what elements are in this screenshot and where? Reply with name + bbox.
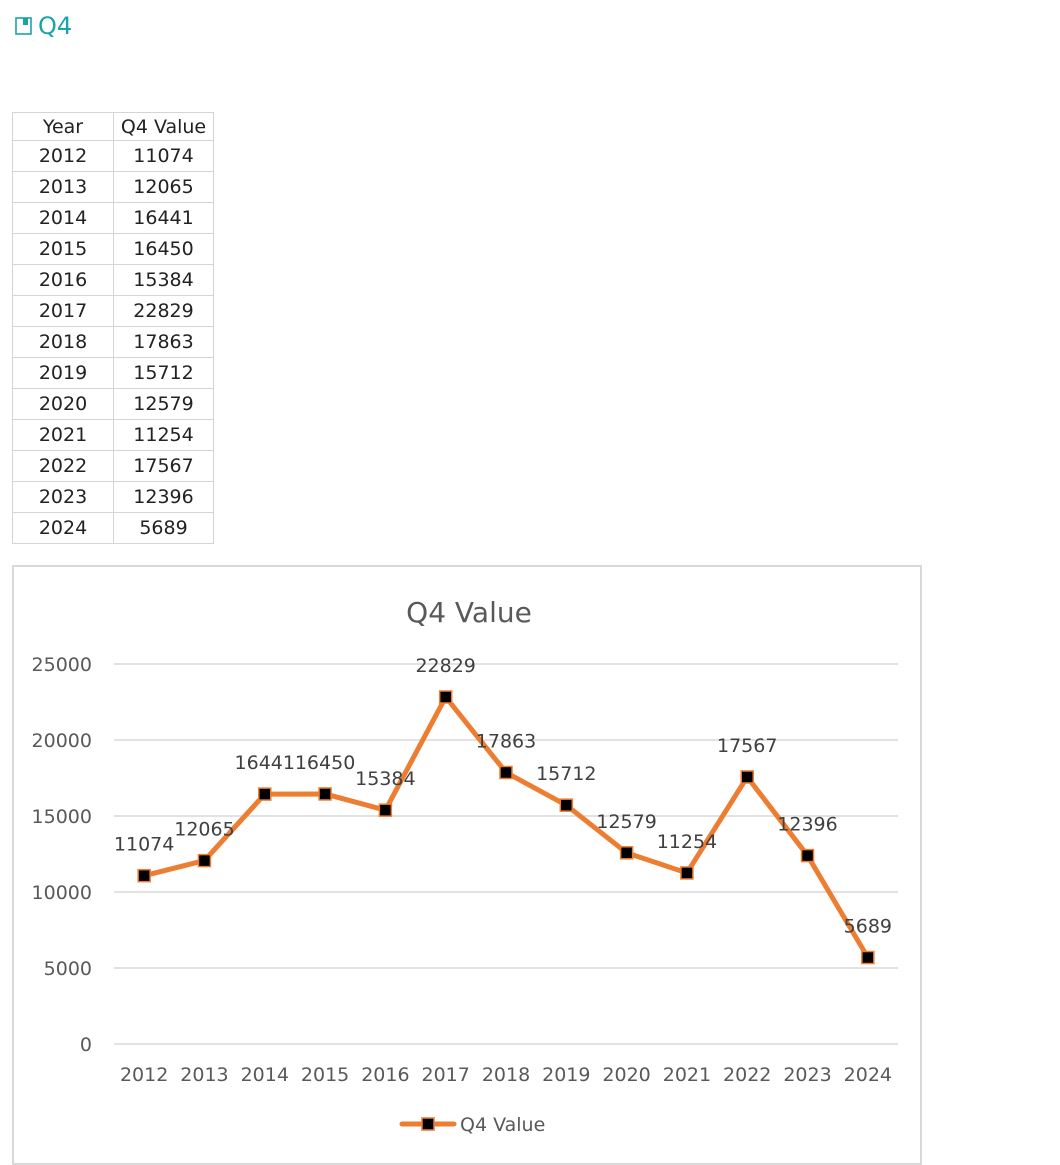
table-header-value: Q4 Value	[113, 112, 214, 141]
table-cell-year: 2017	[12, 295, 114, 327]
page-heading: Q4	[14, 12, 72, 40]
table-row: 2019 15712	[12, 357, 214, 389]
table-cell-value: 16441	[113, 202, 214, 234]
table-row: 2012 11074	[12, 140, 214, 172]
x-tick-label: 2020	[602, 1064, 650, 1086]
table-row: 2023 12396	[12, 481, 214, 513]
x-tick-label: 2015	[301, 1064, 349, 1086]
chart-container: Q4 Value 0 5000 10000 15000 20000 25000 2012 201…	[12, 565, 922, 1165]
table-header-year: Year	[12, 112, 114, 141]
data-point	[499, 765, 513, 780]
data-point	[318, 787, 332, 801]
table-cell-value: 11074	[113, 140, 214, 172]
data-label: 12579	[596, 811, 656, 833]
table-cell-value: 17863	[113, 326, 214, 358]
data-point	[438, 690, 453, 704]
table-row: 2015 16450	[12, 233, 214, 265]
x-tick-label: 2023	[783, 1064, 831, 1086]
data-label: 22829	[415, 655, 475, 677]
x-tick-label: 2017	[422, 1064, 470, 1086]
data-point	[197, 853, 212, 868]
data-label: 12065	[174, 819, 234, 841]
y-tick-label: 0	[80, 1034, 92, 1056]
table-cell-year: 2014	[12, 202, 114, 234]
data-label: 15712	[536, 763, 596, 785]
table-cell-value: 5689	[113, 512, 214, 544]
table-header-row: Year Q4 Value	[12, 112, 214, 141]
bookmark-page-icon	[14, 16, 34, 36]
x-tick-label: 2019	[542, 1064, 590, 1086]
data-label: 12396	[777, 814, 837, 836]
data-point	[258, 787, 272, 801]
data-label: 11254	[657, 831, 717, 853]
table-row: 2013 12065	[12, 171, 214, 203]
data-label: 11074	[114, 834, 174, 856]
x-tick-label: 2021	[663, 1064, 711, 1086]
table-cell-value: 12579	[113, 388, 214, 420]
table-cell-year: 2021	[12, 419, 114, 451]
x-tick-label: 2018	[482, 1064, 530, 1086]
data-label: 5689	[844, 916, 892, 938]
y-tick-label: 25000	[32, 654, 92, 676]
y-tick-label: 20000	[32, 730, 92, 752]
table-row: 2014 16441	[12, 202, 214, 234]
table-cell-value: 16450	[113, 233, 214, 265]
y-tick-label: 10000	[32, 882, 92, 904]
x-tick-label: 2012	[120, 1064, 168, 1086]
x-tick-label: 2013	[180, 1064, 228, 1086]
y-tick-label: 5000	[44, 958, 92, 980]
legend-marker	[421, 1117, 435, 1131]
table-row: 2016 15384	[12, 264, 214, 296]
table-cell-year: 2019	[12, 357, 114, 389]
page-title: Q4	[38, 12, 73, 40]
table-cell-year: 2020	[12, 388, 114, 420]
data-table: Year Q4 Value 2012 11074 2013 12065 2014 1644…	[12, 112, 214, 544]
table-cell-value: 17567	[113, 450, 214, 482]
x-tick-label: 2016	[361, 1064, 409, 1086]
data-label: 16450	[295, 752, 355, 774]
data-label: 17567	[717, 735, 777, 757]
data-point	[378, 803, 393, 817]
table-cell-value: 15712	[113, 357, 214, 389]
table-row: 2020 12579	[12, 388, 214, 420]
legend-label: Q4 Value	[460, 1114, 545, 1136]
table-cell-year: 2012	[12, 140, 114, 172]
table-cell-year: 2013	[12, 171, 114, 203]
data-point	[800, 848, 815, 863]
data-label: 17863	[476, 730, 536, 752]
x-tick-label: 2014	[241, 1064, 289, 1086]
table-row: 2017 22829	[12, 295, 214, 327]
table-cell-year: 2024	[12, 512, 114, 544]
data-point	[137, 868, 151, 883]
data-point	[861, 950, 875, 965]
data-point	[559, 798, 574, 812]
table-cell-value: 12396	[113, 481, 214, 513]
table-cell-year: 2018	[12, 326, 114, 358]
table-row: 2018 17863	[12, 326, 214, 358]
table-row: 2021 11254	[12, 419, 214, 451]
line-chart: Q4 Value 0 5000 10000 15000 20000 25000 2012 201…	[32, 596, 898, 1136]
table-cell-value: 22829	[113, 295, 214, 327]
data-label: 16441	[235, 752, 295, 774]
data-point	[680, 866, 694, 880]
x-tick-label: 2024	[844, 1064, 892, 1086]
table-cell-year: 2022	[12, 450, 114, 482]
chart-title: Q4 Value	[406, 596, 532, 629]
y-tick-label: 15000	[32, 806, 92, 828]
table-row: 2022 17567	[12, 450, 214, 482]
table-cell-value: 11254	[113, 419, 214, 451]
data-point	[740, 770, 754, 784]
table-cell-year: 2016	[12, 264, 114, 296]
table-cell-value: 15384	[113, 264, 214, 296]
x-tick-label: 2022	[723, 1064, 771, 1086]
table-cell-year: 2023	[12, 481, 114, 513]
table-cell-year: 2015	[12, 233, 114, 265]
table-cell-value: 12065	[113, 171, 214, 203]
table-row: 2024 5689	[12, 512, 214, 544]
data-point	[619, 846, 634, 860]
data-label: 15384	[355, 768, 415, 790]
